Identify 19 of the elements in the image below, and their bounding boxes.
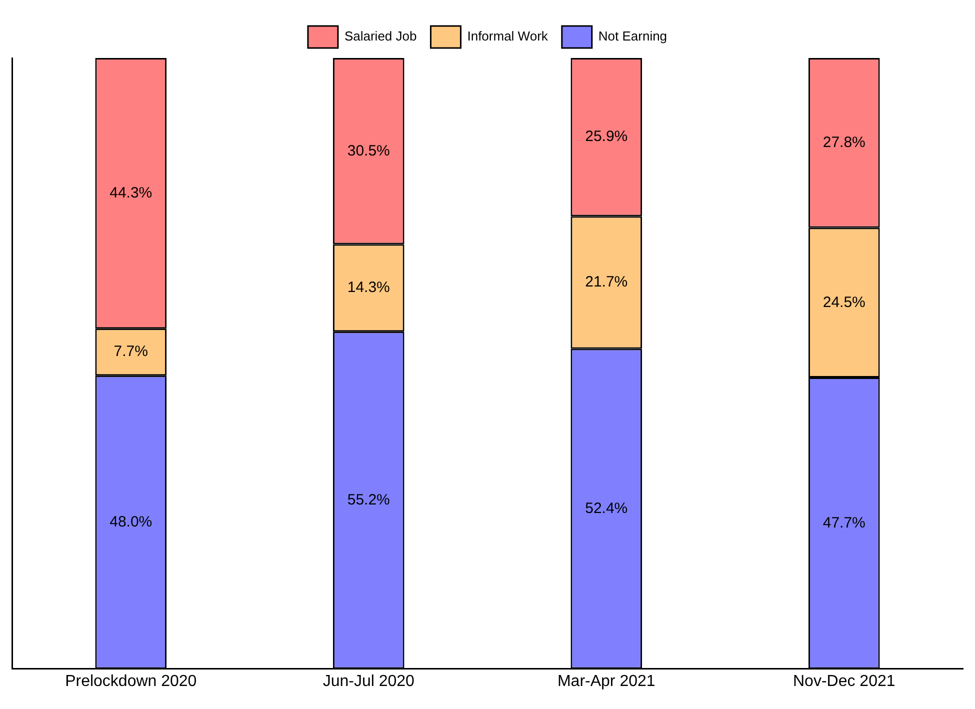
data-label: 55.2% (347, 491, 390, 508)
legend-label: Not Earning (598, 28, 668, 44)
data-label: 27.8% (822, 134, 866, 152)
x-tick-label: Jun-Jul 2020 (322, 672, 415, 690)
data-label: 14.3% (347, 279, 390, 296)
legend-label: Salaried Job (344, 28, 417, 44)
legend-label: Informal Work (467, 28, 548, 44)
data-label: 52.4% (585, 500, 628, 517)
data-label: 47.7% (822, 514, 866, 532)
x-tick-label: Prelockdown 2020 (65, 672, 197, 690)
data-label: 24.5% (822, 294, 866, 311)
data-label: 21.7% (585, 274, 628, 291)
data-label: 25.9% (585, 128, 628, 146)
x-tick-label: Nov-Dec 2021 (792, 672, 896, 690)
data-label: 44.3% (110, 184, 152, 202)
data-label: 48.0% (110, 513, 152, 530)
data-label: 30.5% (347, 142, 390, 160)
x-tick-label: Mar-Apr 2021 (557, 672, 656, 690)
data-label: 7.7% (114, 343, 148, 360)
